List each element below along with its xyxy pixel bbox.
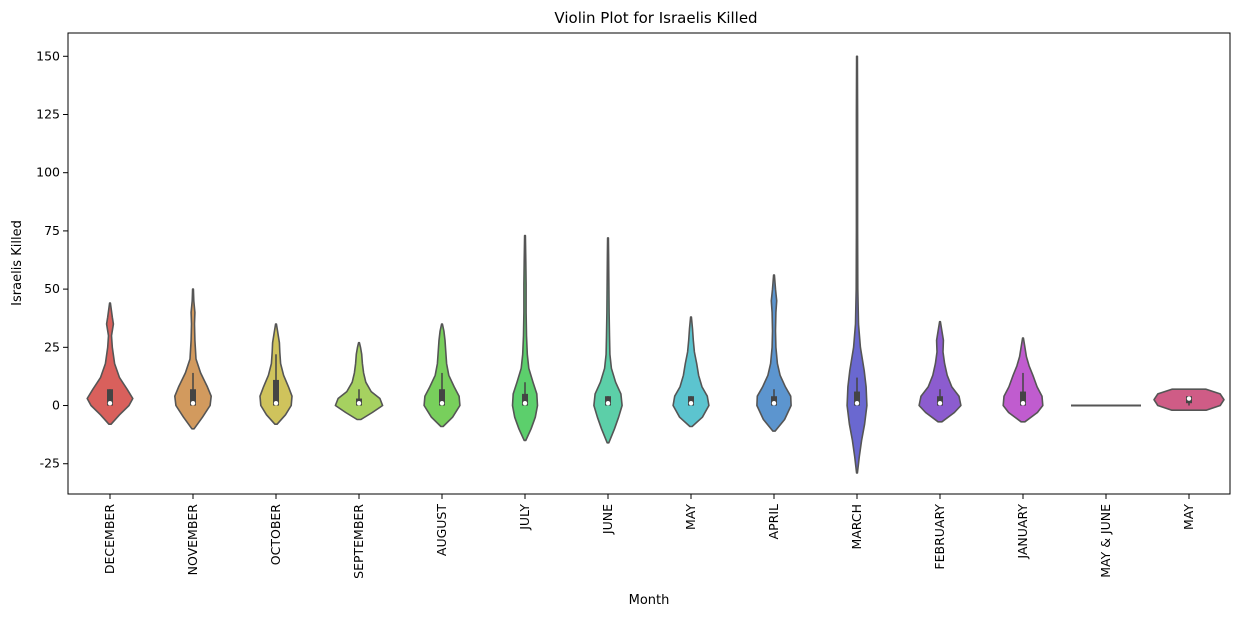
violin-body xyxy=(86,302,134,425)
violin-median-dot xyxy=(356,400,362,406)
violin-iqr-box xyxy=(190,389,196,406)
violin-iqr-box xyxy=(854,391,860,406)
violin-body xyxy=(672,316,710,428)
x-axis-label: Month xyxy=(629,593,670,608)
chart-title: Violin Plot for Israelis Killed xyxy=(554,9,757,27)
x-tick-label: JANUARY xyxy=(1015,504,1030,560)
violin-iqr-box xyxy=(439,389,445,406)
violin-median-dot xyxy=(190,400,196,406)
y-tick-label: 100 xyxy=(36,165,60,180)
y-tick-label: -25 xyxy=(40,456,60,471)
y-tick-label: 150 xyxy=(36,48,60,63)
y-axis-label: Israelis Killed xyxy=(10,220,25,306)
violin-iqr-box xyxy=(771,396,777,406)
x-tick-label: OCTOBER xyxy=(268,504,283,566)
x-tick-label: JULY xyxy=(517,504,532,531)
violin-median-dot xyxy=(688,400,694,406)
violin-median-dot xyxy=(854,400,860,406)
violin-median-dot xyxy=(937,400,943,406)
violin-iqr-box xyxy=(605,396,611,406)
violin-body xyxy=(334,341,384,421)
violin-iqr-box xyxy=(688,396,694,406)
x-tick-label: MAY & JUNE xyxy=(1098,504,1113,578)
x-axis: DECEMBER NOVEMBER OCTOBER SEPTEMBER AUGUST JU… xyxy=(102,494,1196,579)
plot-frame xyxy=(67,32,1231,495)
y-tick-label: 75 xyxy=(44,223,60,238)
x-tick-label: SEPTEMBER xyxy=(351,504,366,579)
violins-layer xyxy=(86,55,1225,474)
x-tick-label: FEBRUARY xyxy=(932,504,947,570)
x-tick-label: JUNE xyxy=(600,504,615,535)
y-tick-label: 0 xyxy=(52,398,60,413)
violin-iqr-box xyxy=(273,379,279,406)
violin-median-dot xyxy=(771,400,777,406)
violin-median-dot xyxy=(1186,396,1192,401)
violin-iqr-box xyxy=(1020,391,1026,406)
violin-body xyxy=(846,55,868,474)
y-tick-label: 25 xyxy=(44,339,60,354)
x-tick-label: MAY xyxy=(683,504,698,530)
x-tick-label: MAY xyxy=(1181,504,1196,530)
violin-median-dot xyxy=(439,400,445,406)
violin-body xyxy=(174,288,212,430)
violin-median-dot xyxy=(107,400,113,406)
violin-median-dot xyxy=(522,400,528,406)
y-tick-label: 125 xyxy=(36,106,60,121)
violin-body xyxy=(918,320,962,423)
violin-body xyxy=(593,237,623,444)
y-tick-label: 50 xyxy=(44,281,60,296)
x-tick-label: APRIL xyxy=(766,504,781,539)
x-tick-label: NOVEMBER xyxy=(185,504,200,576)
violin-median-dot xyxy=(273,400,279,406)
x-tick-label: MARCH xyxy=(849,504,864,550)
violin-median-dot xyxy=(1020,400,1026,406)
violin-iqr-box xyxy=(937,396,943,406)
violin-iqr-box xyxy=(107,389,113,406)
violin-body xyxy=(756,274,792,432)
violin-iqr-box xyxy=(522,393,528,406)
y-axis: -25 0 25 50 75 100 125 150 xyxy=(36,48,68,471)
violin-body xyxy=(511,234,539,442)
violin-median-dot xyxy=(605,400,611,406)
x-tick-label: AUGUST xyxy=(434,504,449,556)
x-tick-label: DECEMBER xyxy=(102,504,117,574)
